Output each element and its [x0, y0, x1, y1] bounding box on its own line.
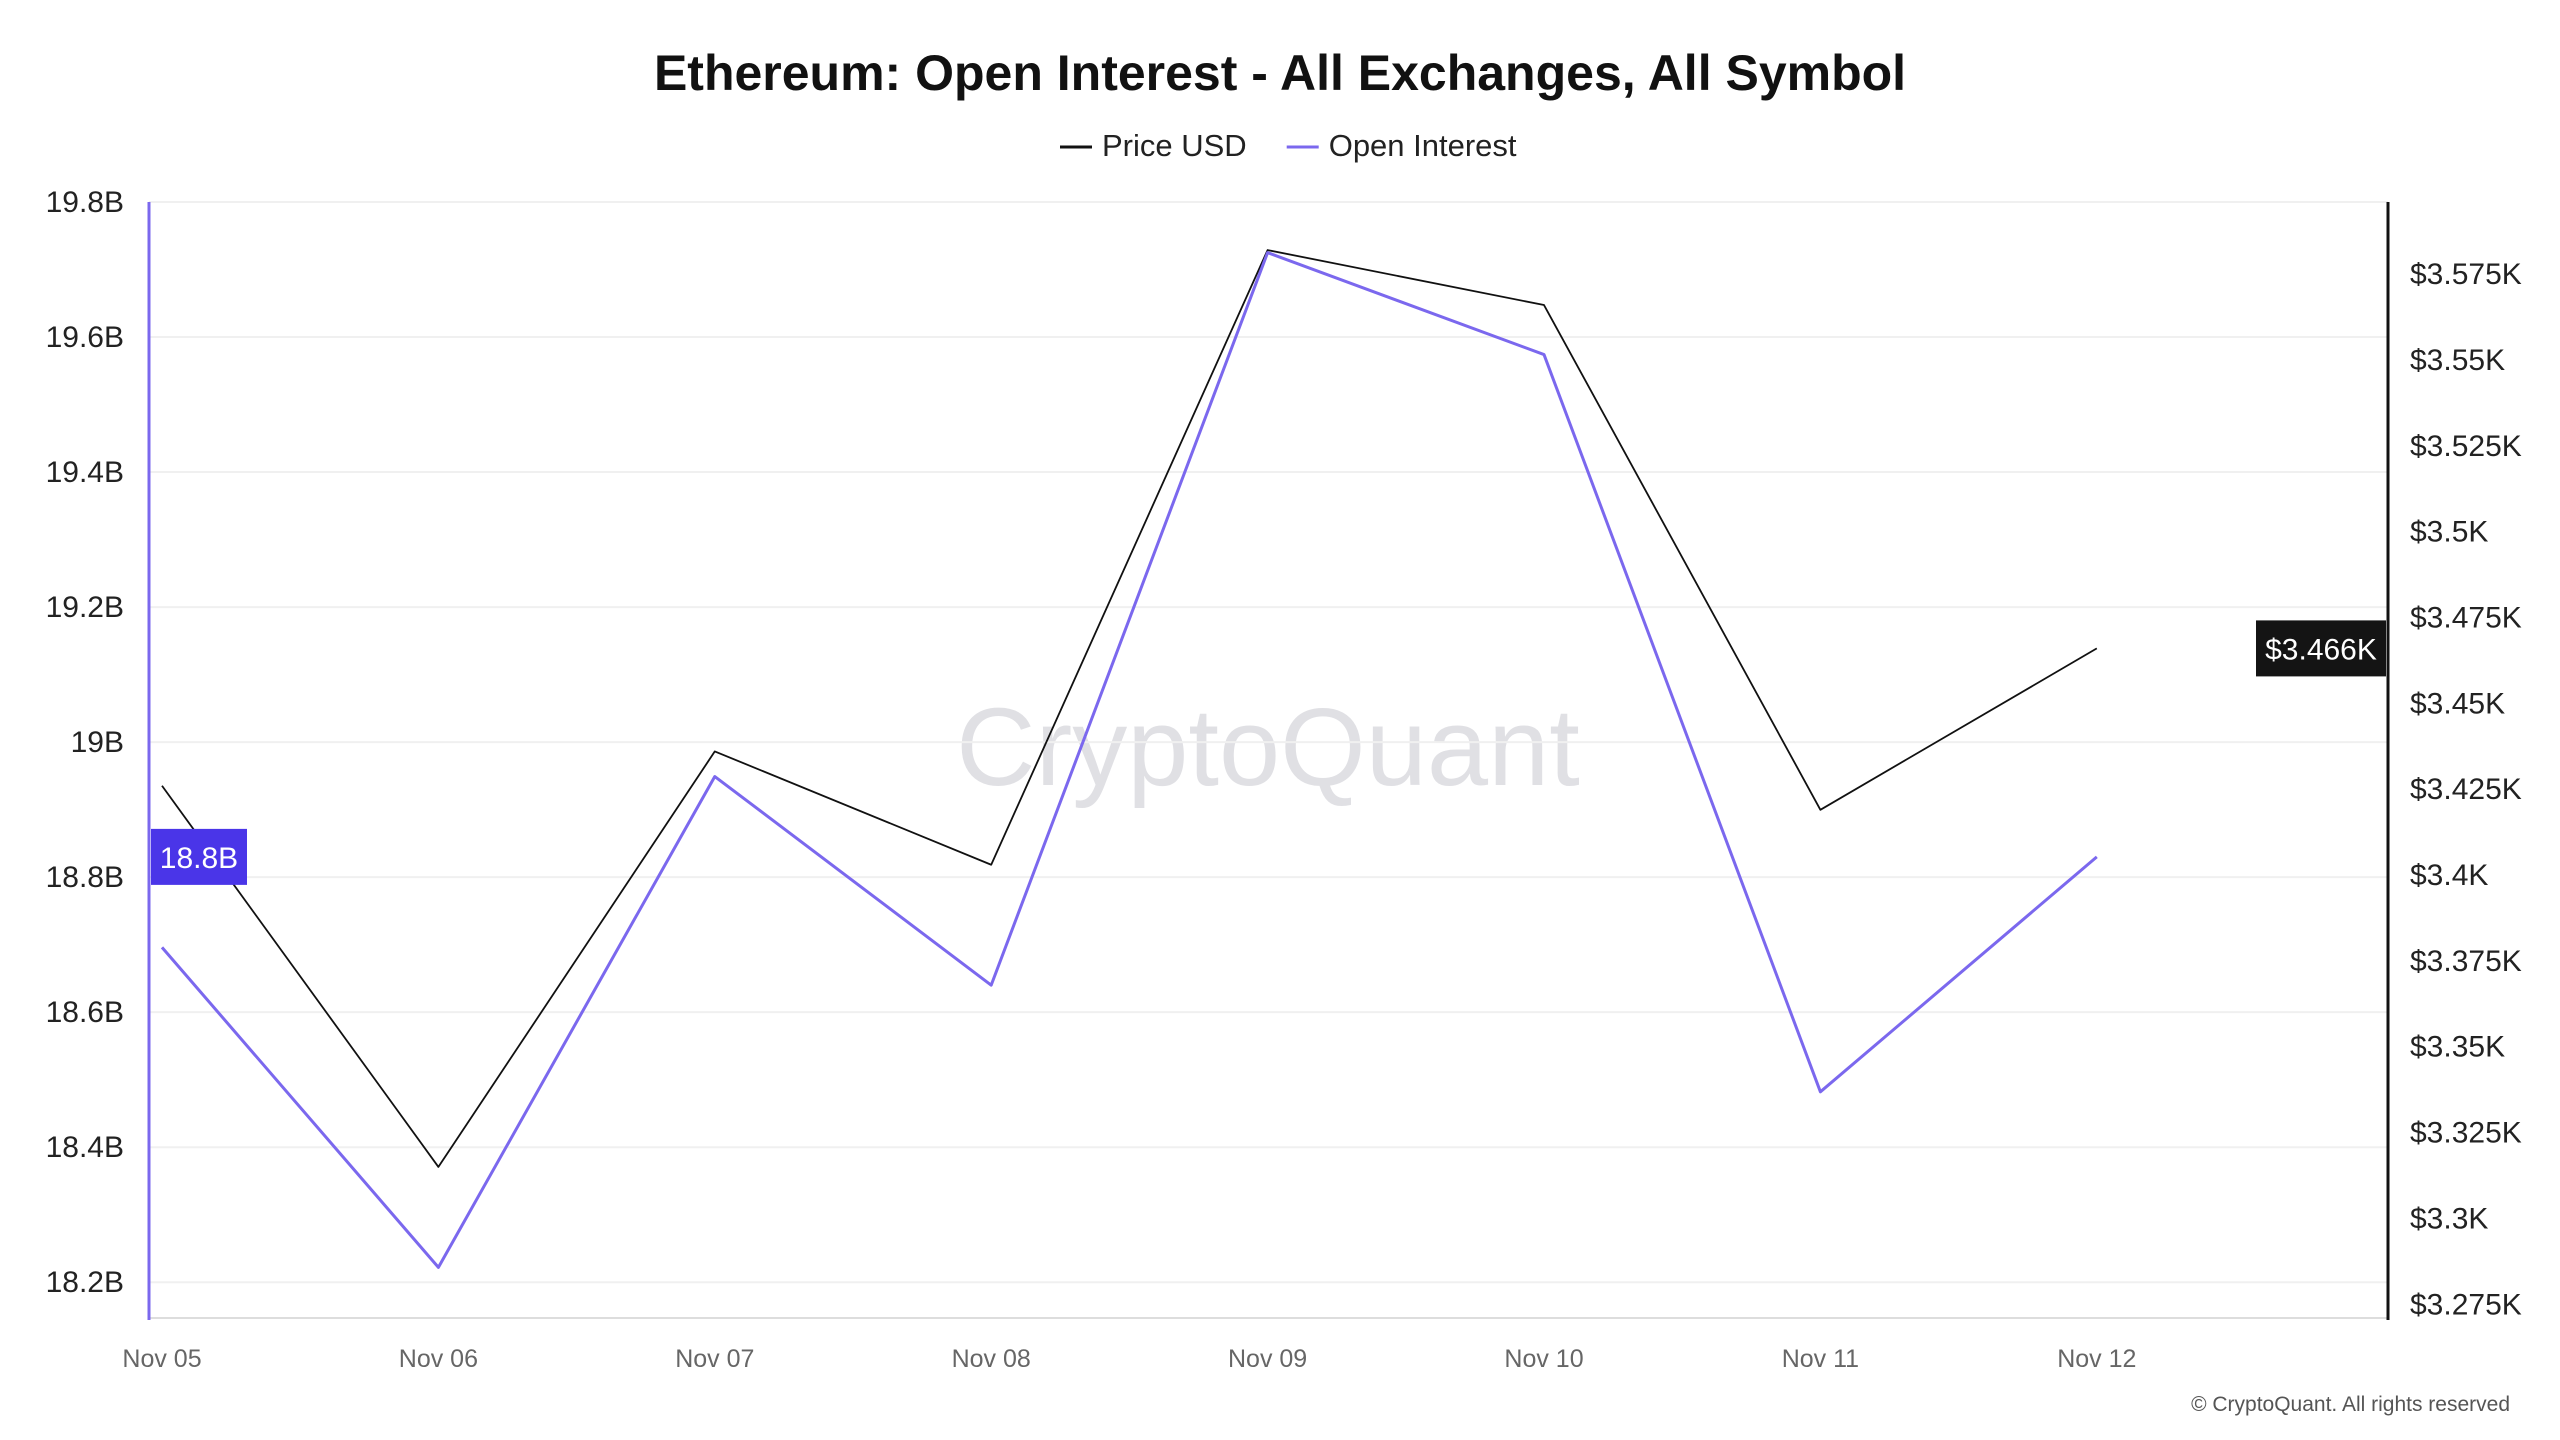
- right-tick-label: $3.3K: [2410, 1202, 2488, 1235]
- grid: [149, 201, 2388, 1284]
- x-tick-label: Nov 06: [399, 1345, 478, 1373]
- series-line-open-interest: [160, 251, 2098, 1269]
- right-tick-label: $3.575K: [2410, 258, 2522, 291]
- series-line-price-usd: [161, 249, 2098, 1168]
- copyright: © CryptoQuant. All rights reserved: [2191, 1393, 2510, 1416]
- x-tick-label: Nov 12: [2057, 1345, 2136, 1373]
- chart-title: Ethereum: Open Interest - All Exchanges,…: [654, 45, 1906, 101]
- left-tick-label: 19.4B: [46, 456, 124, 489]
- watermark: CryptoQuant: [956, 686, 1580, 809]
- x-tick-label: Nov 09: [1228, 1345, 1307, 1373]
- value-badges: 18.8B $3.466K: [151, 620, 2386, 885]
- right-current-label: $3.466K: [2265, 633, 2377, 666]
- legend: Price USD Open Interest: [1060, 128, 1517, 163]
- left-tick-label: 18.6B: [46, 996, 124, 1029]
- left-tick-label: 18.8B: [46, 861, 124, 894]
- right-tick-label: $3.5K: [2410, 516, 2488, 549]
- right-tick-label: $3.45K: [2410, 687, 2505, 720]
- right-tick-label: $3.4K: [2410, 859, 2488, 892]
- left-tick-label: 19.2B: [46, 591, 124, 624]
- x-tick-label: Nov 05: [122, 1345, 201, 1373]
- legend-label: Open Interest: [1329, 128, 1517, 163]
- right-tick-label: $3.35K: [2410, 1031, 2505, 1064]
- axes: 18.2B 18.4B 18.6B 18.8B 19B 19.2B 19.4B 19.6B 19…: [46, 186, 2522, 1373]
- series-lines: [160, 249, 2098, 1269]
- left-current-label: 18.8B: [160, 842, 238, 875]
- right-tick-label: $3.425K: [2410, 773, 2522, 806]
- x-tick-label: Nov 08: [952, 1345, 1031, 1373]
- right-tick-label: $3.325K: [2410, 1117, 2522, 1150]
- legend-label: Price USD: [1102, 128, 1247, 163]
- left-tick-label: 19.8B: [46, 186, 124, 219]
- x-tick-label: Nov 07: [675, 1345, 754, 1373]
- left-tick-label: 19B: [71, 726, 124, 759]
- right-tick-label: $3.275K: [2410, 1288, 2522, 1321]
- left-tick-label: 18.2B: [46, 1266, 124, 1299]
- right-tick-label: $3.375K: [2410, 945, 2522, 978]
- left-tick-label: 18.4B: [46, 1131, 124, 1164]
- right-tick-label: $3.55K: [2410, 344, 2505, 377]
- left-tick-label: 19.6B: [46, 321, 124, 354]
- x-tick-label: Nov 11: [1782, 1345, 1859, 1373]
- right-tick-label: $3.525K: [2410, 430, 2522, 463]
- right-tick-label: $3.475K: [2410, 601, 2522, 634]
- x-tick-label: Nov 10: [1504, 1345, 1583, 1373]
- right-current-badge: [2256, 620, 2386, 677]
- left-current-badge: [151, 828, 247, 885]
